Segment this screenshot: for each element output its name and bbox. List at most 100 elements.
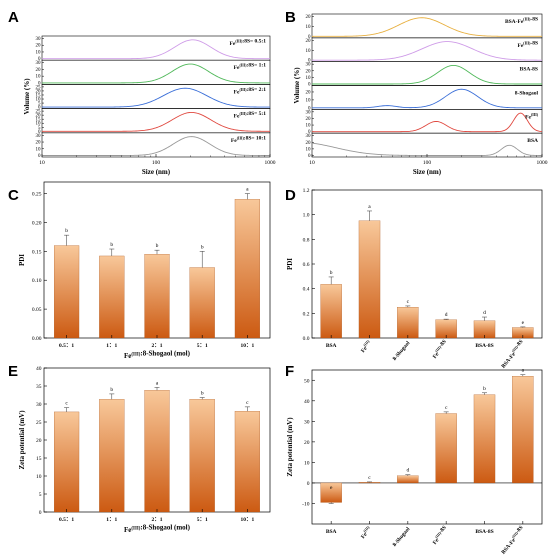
y-tick-label: 0 xyxy=(308,130,311,135)
y-tick-label: 10 xyxy=(306,98,312,103)
y-tick-label: 0.4 xyxy=(303,287,310,293)
y-tick-label: 25 xyxy=(36,110,42,115)
bar-panel-d: 0.0 0.2 0.4 0.6 0.8 1.0 1.2 b BSA a Fe(III) c 8-Shog… xyxy=(286,188,543,370)
dls-curve xyxy=(312,112,543,133)
y-tick-label: 0 xyxy=(38,81,41,86)
significance-letter: b xyxy=(201,244,204,250)
y-tick-label: 20 xyxy=(306,90,312,95)
x-axis-title: Size (nm) xyxy=(142,168,171,176)
y-tick-label: 0.10 xyxy=(32,278,42,284)
y-tick-label: 10 xyxy=(306,124,312,129)
significance-letter: b xyxy=(65,228,68,234)
significance-letter: d xyxy=(406,468,409,474)
significance-letter: a xyxy=(368,204,371,210)
y-tick-label: 0.05 xyxy=(32,307,42,313)
bar xyxy=(473,394,496,484)
significance-letter: a xyxy=(522,368,525,374)
bar xyxy=(234,199,260,339)
y-tick-label: 20 xyxy=(36,89,42,94)
y-tick-label: 10 xyxy=(36,474,42,480)
y-tick-label: 0 xyxy=(38,154,41,159)
dls-panel-b: 01020BSA-Fe(III)-8S01020Fe(III)-8S010203… xyxy=(293,13,548,176)
x-tick-label: 10：1 xyxy=(241,343,255,349)
y-axis-title: Zeta potential (mV) xyxy=(286,417,294,477)
x-tick-label: BSA-Fe(III)-8S xyxy=(499,525,527,556)
x-tick-label: 10：1 xyxy=(241,517,255,523)
dls-curve xyxy=(42,63,270,84)
y-tick-label: 20 xyxy=(36,438,42,444)
series-label: Fe(III):8S= 1:1 xyxy=(234,63,267,72)
bar xyxy=(320,284,342,339)
bar xyxy=(144,390,170,513)
dls-curve xyxy=(312,88,542,109)
plot-frame xyxy=(311,189,543,339)
y-tick-label: 0 xyxy=(308,154,311,159)
y-axis-title: Zeta potential (mV) xyxy=(18,410,26,470)
x-tick-label: 1：1 xyxy=(106,343,117,349)
bar xyxy=(54,245,80,339)
y-tick-label: 10 xyxy=(36,98,42,103)
y-tick-label: 30 xyxy=(306,134,312,139)
x-tick-label: BSA-8S xyxy=(475,343,493,349)
significance-letter: b xyxy=(201,391,204,397)
significance-letter: d xyxy=(445,312,448,318)
bar xyxy=(397,307,419,339)
y-tick-label: 30 xyxy=(306,63,312,68)
x-tick-label: 2：1 xyxy=(151,517,162,523)
y-axis-title: PDI xyxy=(286,258,294,270)
y-tick-label: 5 xyxy=(39,492,42,498)
dls-curve xyxy=(42,39,270,60)
significance-letter: b xyxy=(330,270,333,276)
y-tick-label: 10 xyxy=(306,76,312,81)
series-label: Fe(III)-8S xyxy=(517,40,538,49)
bar xyxy=(320,482,342,503)
x-tick-label: 8-Shogaol xyxy=(392,526,412,548)
bar-panel-c: 0.00 0.05 0.10 0.15 0.20 0.25 b 0.5：1 b 1：1 b 2：1 b 5… xyxy=(18,181,271,360)
y-tick-label: 30 xyxy=(36,61,42,66)
y-tick-label: 35 xyxy=(36,384,42,390)
panel-letter-e: E xyxy=(8,363,18,380)
y-tick-label: 20 xyxy=(36,44,42,49)
x-tick-label: 1000 xyxy=(265,160,276,166)
y-tick-label: 20 xyxy=(306,117,312,122)
y-tick-label: 10 xyxy=(306,147,312,152)
y-tick-label: 1.0 xyxy=(303,213,310,219)
dls-curve xyxy=(42,111,270,132)
dls-curve xyxy=(42,136,270,156)
y-tick-label: 30 xyxy=(304,419,310,425)
significance-letter: b xyxy=(110,387,113,393)
dls-strip-frame xyxy=(41,59,271,85)
y-tick-label: 10 xyxy=(304,460,310,466)
x-tick-label: 5：1 xyxy=(197,517,208,523)
y-tick-label: 25 xyxy=(36,420,42,426)
y-tick-label: 30 xyxy=(306,110,312,115)
bar xyxy=(189,399,215,513)
y-tick-label: 30 xyxy=(36,37,42,42)
panel-letter-d: D xyxy=(285,187,296,204)
y-tick-label: 20 xyxy=(36,68,42,73)
y-tick-label: 0 xyxy=(307,481,310,487)
series-label: Fe(III):8S= 10:1 xyxy=(231,135,266,144)
x-tick-label: Fe(III) xyxy=(359,339,373,354)
dls-curve xyxy=(312,41,542,61)
x-tick-label: 2：1 xyxy=(151,343,162,349)
significance-letter: c xyxy=(65,401,68,407)
series-label: Fe(III):8S= 5:1 xyxy=(234,111,267,120)
y-tick-label: 20 xyxy=(306,69,312,74)
y-axis-title: Volume (%) xyxy=(293,67,301,104)
y-tick-label: 15 xyxy=(36,456,42,462)
significance-letter: c xyxy=(368,475,371,481)
x-tick-label: 0.5：1 xyxy=(59,517,74,523)
y-axis-title: PDI xyxy=(18,254,26,266)
y-tick-label: 10 xyxy=(306,25,312,30)
y-tick-label: 0.2 xyxy=(303,311,310,317)
bar-panel-f: -10 0 10 20 30 40 50 e BSA c Fe(III) d 8-Shogaol c Fe(… xyxy=(286,368,543,556)
y-tick-label: 20 xyxy=(306,141,312,146)
bar xyxy=(358,220,381,339)
x-tick-label: 8-Shogaol xyxy=(392,340,412,362)
x-tick-label: Fe(III) xyxy=(359,525,373,540)
y-tick-label: 10 xyxy=(36,75,42,80)
